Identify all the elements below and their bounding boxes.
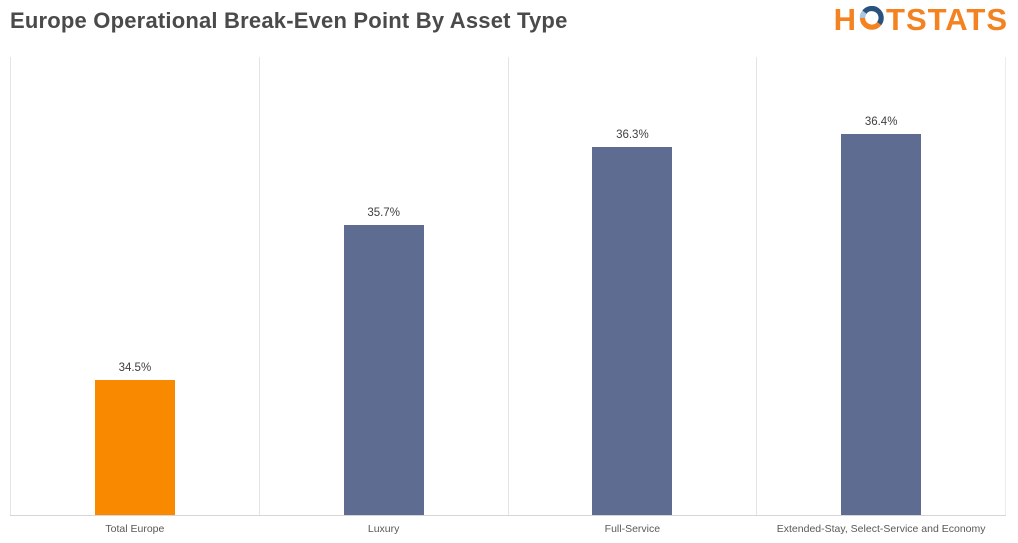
bar-chart-plot-area: 34.5% Total Europe 35.7% Luxury 36.3% Fu… xyxy=(10,57,1006,535)
bar-luxury xyxy=(343,225,424,515)
bar-value-label: 36.4% xyxy=(864,116,898,128)
logo-o-ring-icon xyxy=(859,6,884,30)
category-label: Total Europe xyxy=(105,523,165,535)
chart-panel-total-europe: 34.5% Total Europe xyxy=(10,57,259,535)
hotstats-logo: H TSTATS xyxy=(834,4,1008,35)
bar-full-service xyxy=(592,147,673,515)
bar-value-label: 36.3% xyxy=(616,129,649,141)
category-label: Luxury xyxy=(367,523,400,535)
bar-value-label: 35.7% xyxy=(367,207,400,219)
logo-text-suffix: TSTATS xyxy=(886,2,1008,37)
bar-value-label: 34.5% xyxy=(118,362,152,374)
chart-title: Europe Operational Break-Even Point By A… xyxy=(10,8,568,33)
category-label: Extended-Stay, Select-Service and Econom… xyxy=(776,523,986,535)
chart-panel-full-service: 36.3% Full-Service xyxy=(507,57,757,535)
bar-extended-stay xyxy=(841,134,922,515)
category-label: Full-Service xyxy=(604,523,661,535)
logo-text-prefix: H xyxy=(833,2,858,37)
chart-panel-extended-stay: 36.4% Extended-Stay, Select-Service and … xyxy=(756,57,1006,535)
chart-panel-luxury: 35.7% Luxury xyxy=(258,57,508,535)
bar-total-europe xyxy=(94,380,175,515)
chart-header: Europe Operational Break-Even Point By A… xyxy=(0,0,1018,57)
